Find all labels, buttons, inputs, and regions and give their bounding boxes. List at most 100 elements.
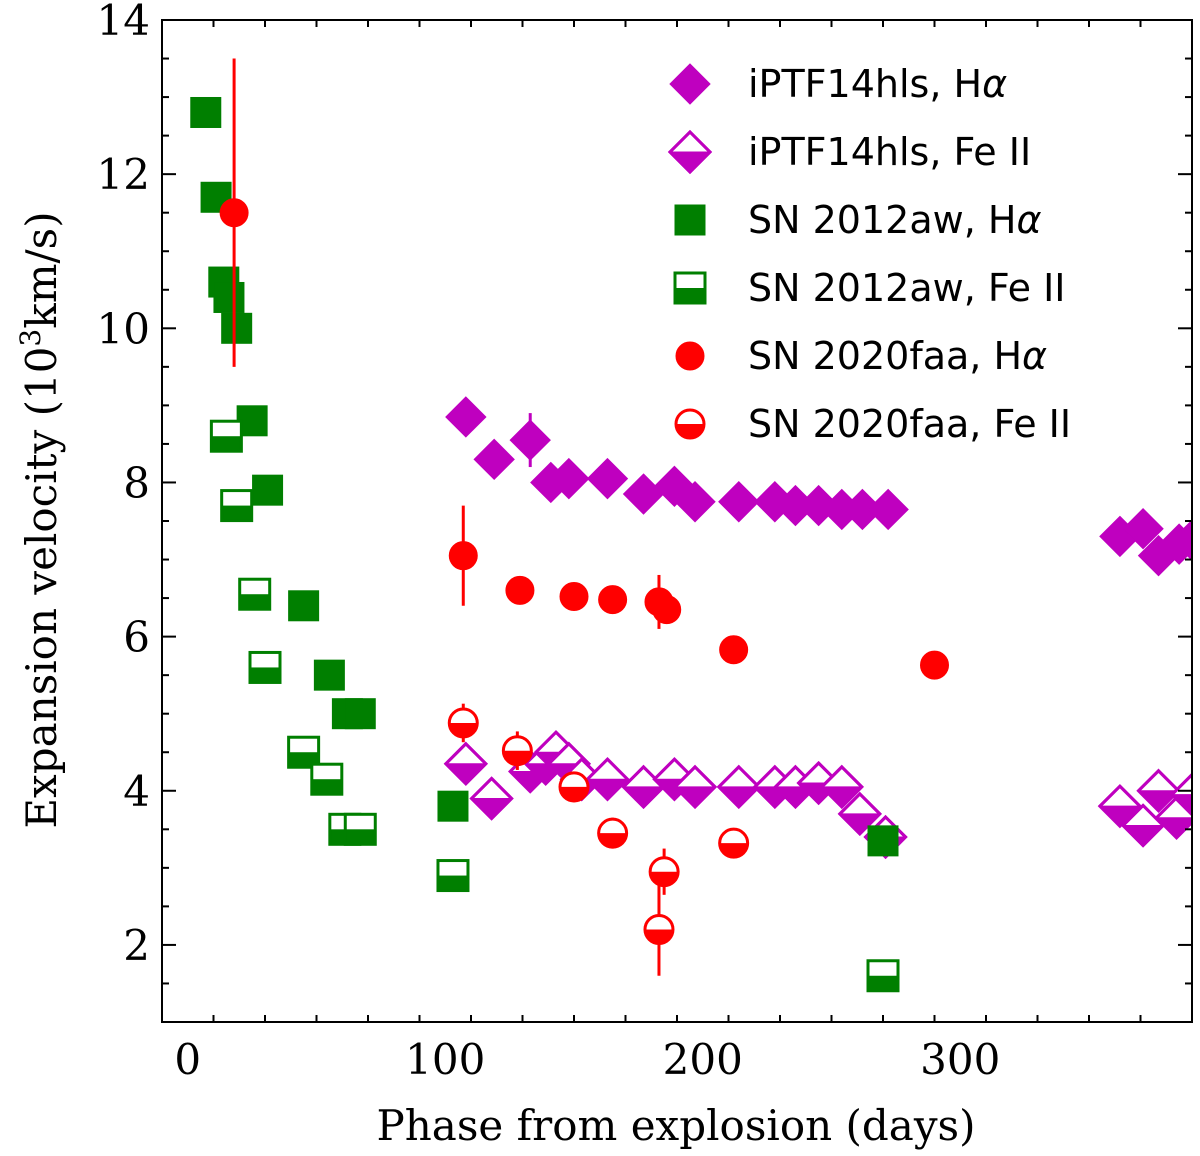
legend-label-greek: α <box>982 62 1007 106</box>
data-point <box>213 281 245 313</box>
legend-entry: SN 2012aw, Fe II <box>673 266 1066 310</box>
legend-label: SN 2020faa, Fe II <box>748 402 1071 446</box>
data-point <box>445 396 487 438</box>
legend-label-greek: α <box>1022 334 1047 378</box>
x-tick-label: 0 <box>174 1035 201 1084</box>
data-point <box>1171 519 1192 561</box>
x-tick-label: 300 <box>920 1035 1000 1084</box>
x-tick-label: 100 <box>405 1035 485 1084</box>
data-point <box>598 585 628 615</box>
data-point <box>866 959 900 993</box>
data-point <box>674 481 716 523</box>
data-point <box>509 419 551 461</box>
data-point <box>920 650 949 680</box>
data-point <box>719 635 749 665</box>
y-axis-label: Expansion velocity (103km/s) <box>14 211 66 828</box>
data-point <box>548 457 590 500</box>
data-point <box>238 577 272 611</box>
series-sn-2020faa-fe-ii <box>447 703 750 976</box>
data-point <box>447 707 479 739</box>
legend-marker <box>674 408 706 440</box>
series-iptf14hls-fe-ii <box>443 730 1192 860</box>
data-point <box>643 914 675 946</box>
data-point <box>448 541 478 571</box>
legend-label-text: SN 2012aw, H <box>748 198 1016 242</box>
data-point <box>313 659 345 691</box>
data-point <box>837 791 882 837</box>
data-point <box>819 764 864 810</box>
data-point <box>437 790 469 822</box>
legend-label-text: iPTF14hls, Fe II <box>748 130 1031 174</box>
data-point <box>867 825 899 857</box>
data-point <box>716 764 761 810</box>
legend-label-text: SN 2020faa, H <box>748 334 1022 378</box>
legend-label-greek: α <box>1016 198 1041 242</box>
data-point <box>248 650 282 684</box>
data-point <box>597 817 629 849</box>
y-tick-label: 10 <box>97 304 150 353</box>
y-tick-label: 4 <box>123 767 150 816</box>
data-point <box>559 582 589 612</box>
data-point <box>672 764 718 810</box>
data-point <box>585 757 630 802</box>
data-point <box>1122 508 1164 550</box>
y-tick-label: 14 <box>97 0 150 45</box>
data-point <box>473 438 515 481</box>
legend-marker <box>669 63 711 105</box>
data-point <box>558 771 590 803</box>
legend-marker <box>673 271 707 305</box>
legend: iPTF14hls, Hα iPTF14hls, Fe II SN 2012aw, … <box>667 62 1071 446</box>
legend-marker <box>675 341 705 371</box>
legend-entry: SN 2020faa, Hα <box>675 334 1047 378</box>
legend-label: SN 2012aw, Hα <box>748 198 1042 242</box>
data-point <box>288 590 320 622</box>
data-point <box>648 856 680 888</box>
legend-label: iPTF14hls, Hα <box>748 62 1007 106</box>
y-tick-label: 12 <box>97 150 150 199</box>
y-axis-label-exponent: 3 <box>14 329 47 347</box>
series-sn-2020faa-h <box>219 58 949 680</box>
data-point <box>200 181 232 213</box>
y-tick-label: 2 <box>123 921 150 970</box>
legend-entry: SN 2012aw, Hα <box>674 198 1042 242</box>
data-point <box>505 575 535 605</box>
data-point <box>1097 784 1143 829</box>
legend-label: SN 2012aw, Fe II <box>748 266 1066 310</box>
data-point <box>501 735 533 767</box>
data-point <box>621 764 666 810</box>
data-point <box>1136 768 1181 813</box>
data-point <box>310 762 344 796</box>
legend-marker <box>674 204 706 236</box>
data-point <box>436 859 470 893</box>
y-tick-label: 8 <box>123 458 150 507</box>
data-point <box>652 595 682 625</box>
legend-marker <box>667 129 713 175</box>
data-point <box>718 827 750 859</box>
series-iptf14hls-h <box>445 396 1192 577</box>
legend-entry: iPTF14hls, Fe II <box>667 129 1031 175</box>
legend-label-text: SN 2020faa, Fe II <box>748 402 1071 446</box>
legend-label: SN 2020faa, Hα <box>748 334 1047 378</box>
data-point <box>867 488 909 531</box>
legend-label: iPTF14hls, Fe II <box>748 130 1031 174</box>
data-point <box>209 419 243 453</box>
data-point <box>344 698 376 730</box>
y-tick-label: 6 <box>123 613 150 662</box>
y-axis-label-unit: km/s) <box>17 211 66 328</box>
data-point <box>622 473 665 515</box>
legend-entry: SN 2020faa, Fe II <box>674 402 1071 446</box>
data-point <box>343 812 377 846</box>
legend-entry: iPTF14hls, Hα <box>669 62 1007 106</box>
data-point <box>443 741 488 786</box>
y-axis-label-main: Expansion velocity (10 <box>17 347 66 829</box>
axis-ticks: 0 100 200 300 2 4 6 8 10 12 14 <box>97 0 1193 1084</box>
data-point <box>190 96 222 128</box>
data-point <box>252 474 284 506</box>
data-point <box>219 198 249 228</box>
x-axis-label: Phase from explosion (days) <box>377 1101 976 1150</box>
legend-label-text: SN 2012aw, Fe II <box>748 266 1066 310</box>
plot-area <box>190 58 1192 993</box>
data-point <box>220 489 254 523</box>
data-point <box>1169 772 1192 817</box>
